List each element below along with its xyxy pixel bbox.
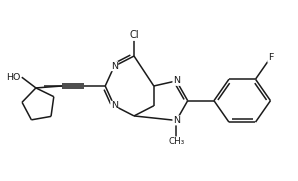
Text: N: N bbox=[173, 76, 180, 85]
Text: N: N bbox=[111, 62, 118, 71]
Text: N: N bbox=[173, 116, 180, 125]
Text: N: N bbox=[111, 101, 118, 110]
Text: HO: HO bbox=[6, 73, 20, 82]
Text: F: F bbox=[268, 53, 273, 62]
Text: Cl: Cl bbox=[129, 30, 139, 40]
Text: CH₃: CH₃ bbox=[168, 137, 184, 146]
